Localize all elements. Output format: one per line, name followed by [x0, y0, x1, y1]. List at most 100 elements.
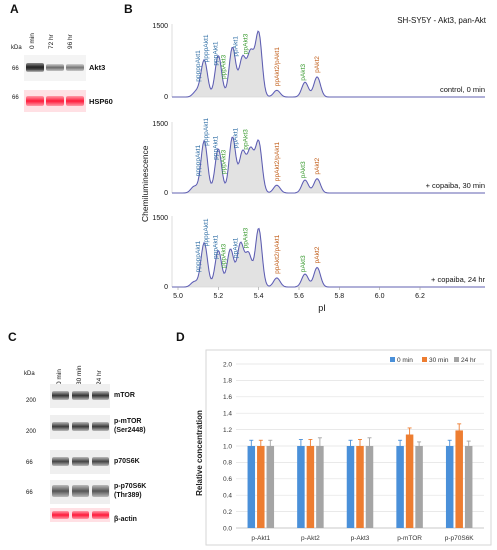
- band: [72, 391, 89, 400]
- band: [72, 457, 89, 466]
- akt3-label: Akt3: [89, 63, 106, 72]
- bar: [316, 446, 324, 528]
- peak-label: pppAkt1: [212, 41, 219, 66]
- peak-label: pppAkt1: [212, 234, 219, 259]
- bar: [405, 434, 414, 528]
- condition-label: control, 0 min: [440, 85, 485, 94]
- peak-label: ppAkt1: [232, 127, 239, 148]
- peak-label: pAkt3: [300, 64, 307, 81]
- bar: [455, 430, 463, 528]
- x-tick-label: p-Akt2: [301, 535, 320, 542]
- x-tick-label: 5.2: [213, 293, 223, 300]
- peak-label: pAkt3: [300, 255, 307, 272]
- y-tick-label: 0.8: [223, 460, 232, 467]
- bar: [396, 446, 404, 528]
- peak-label: ppppAkt1: [203, 34, 210, 62]
- blot-strip: [50, 480, 110, 504]
- peak-label: ppAkt3: [243, 228, 250, 249]
- bar: [445, 446, 454, 528]
- blot-strip: [50, 415, 110, 439]
- peak-label: ppAkt1: [232, 237, 239, 258]
- peak-label: pppAkt3: [220, 150, 227, 175]
- y-tick-label: 0.2: [223, 509, 232, 516]
- band: [92, 511, 109, 519]
- kda-marker: 200: [26, 398, 37, 404]
- y-axis-label: Chemiluminescence: [140, 145, 150, 222]
- band: [92, 422, 109, 431]
- x-tick-label: 6.0: [375, 293, 385, 300]
- bar: [356, 446, 364, 528]
- peak-label: pppAkt3: [220, 55, 227, 80]
- fitted-area: [172, 137, 485, 193]
- blot-strip: [24, 90, 86, 112]
- bar: [365, 446, 374, 528]
- legend-label: 0 min: [397, 357, 413, 364]
- peak-label: ppAkt2/pAkt1: [274, 47, 281, 87]
- y-tick-label: 1.4: [223, 411, 232, 418]
- protein-label: mTOR: [114, 392, 135, 399]
- peak-label: ppAkt3: [243, 33, 250, 54]
- kda-label: kDa: [11, 45, 22, 51]
- panel-label-c: C: [8, 330, 17, 344]
- peak-label: pppppAkt1: [195, 241, 202, 273]
- y-tick-label: 1500: [152, 121, 168, 128]
- band: [52, 391, 69, 400]
- peak-label: pppppAkt1: [195, 144, 202, 176]
- blot-strip: [50, 450, 110, 474]
- band: [46, 96, 64, 106]
- chart-title: SH-SY5Y - Akt3, pan-Akt: [397, 16, 487, 25]
- kda-marker: 66: [26, 460, 33, 466]
- bar: [464, 446, 473, 528]
- legend-swatch: [422, 357, 427, 362]
- peak-label: ppppAkt1: [203, 118, 210, 146]
- peak-label: pAkt3: [300, 161, 307, 178]
- y-tick-label: 1.6: [223, 394, 232, 401]
- sample-label: 0 min: [29, 33, 36, 49]
- panel-label-d: D: [176, 330, 185, 344]
- bar: [266, 446, 275, 528]
- y-tick-label: 0.0: [223, 525, 232, 532]
- band: [52, 422, 69, 431]
- fit-line: [172, 30, 485, 98]
- x-tick-label: p-Akt1: [251, 535, 270, 542]
- legend-swatch: [454, 357, 459, 362]
- sample-label: 72 hr: [48, 34, 55, 49]
- panel-d-bar-chart: Relative concentration 0.0 0.2 0.4 0.6 0.8 1.…: [195, 349, 492, 546]
- peak-label: pAkt2: [314, 157, 321, 174]
- kda-marker: 66: [12, 66, 19, 72]
- y-tick-label: 1.2: [223, 427, 232, 434]
- protein-label: p-mTOR (Ser2448): [114, 418, 146, 434]
- protein-label: β-actin: [114, 516, 137, 523]
- peak-label: ppAkt2/pAkt1: [274, 142, 281, 182]
- kda-marker: 66: [26, 490, 33, 496]
- band: [26, 63, 44, 72]
- x-tick-label: p-Akt3: [351, 535, 370, 542]
- band: [72, 485, 89, 497]
- band: [46, 64, 64, 71]
- peak-label: pppAkt3: [220, 243, 227, 268]
- peak-label: ppAkt3: [243, 129, 250, 150]
- condition-label: + copaiba, 30 min: [426, 181, 485, 190]
- panel-label-a: A: [10, 2, 19, 16]
- peak-label: ppAkt1: [232, 36, 239, 57]
- bar: [415, 446, 423, 528]
- kda-marker: 66: [12, 95, 19, 101]
- peak-label: pAkt2: [314, 246, 321, 263]
- peak-label: pAkt2: [314, 56, 321, 73]
- y-tick-label: 1500: [152, 215, 168, 222]
- bar: [257, 446, 265, 528]
- fitted-area: [172, 228, 485, 287]
- x-tick-label: p-mTOR: [397, 535, 422, 542]
- band: [72, 422, 89, 431]
- condition-label: + copaiba, 24 hr: [431, 275, 486, 284]
- band: [72, 511, 89, 519]
- peak-label: pppAkt1: [212, 135, 219, 160]
- y-tick-label: 2.0: [223, 361, 232, 368]
- band: [92, 391, 109, 400]
- x-tick-label: 5.8: [334, 293, 344, 300]
- x-tick-label: p-p70S6K: [445, 535, 475, 542]
- fit-line: [172, 228, 485, 288]
- bar: [306, 446, 315, 528]
- blot-strip: [50, 508, 110, 522]
- x-tick-label: 5.4: [254, 293, 264, 300]
